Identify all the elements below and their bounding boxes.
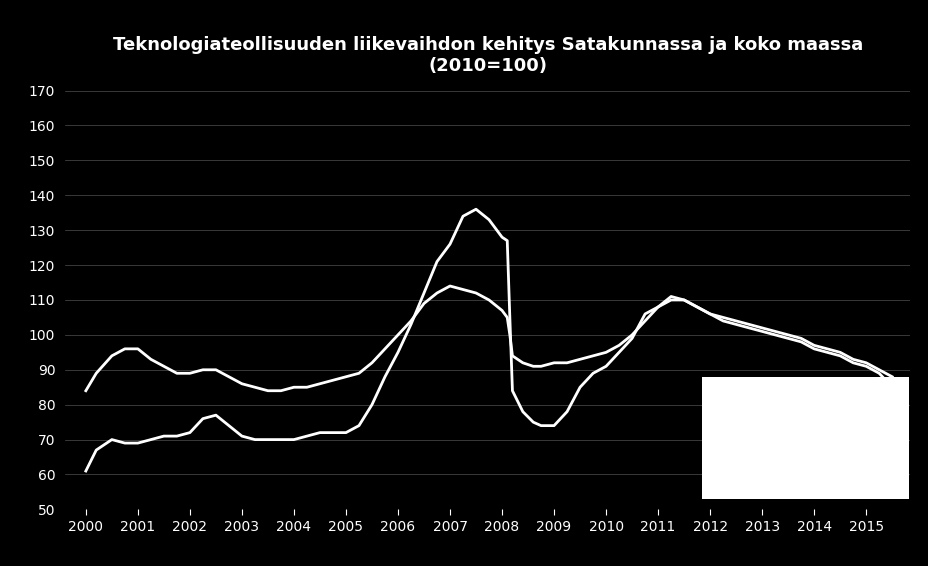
FancyBboxPatch shape bbox=[702, 377, 908, 499]
Title: Teknologiateollisuuden liikevaihdon kehitys Satakunnassa ja koko maassa
(2010=10: Teknologiateollisuuden liikevaihdon kehi… bbox=[112, 36, 862, 75]
